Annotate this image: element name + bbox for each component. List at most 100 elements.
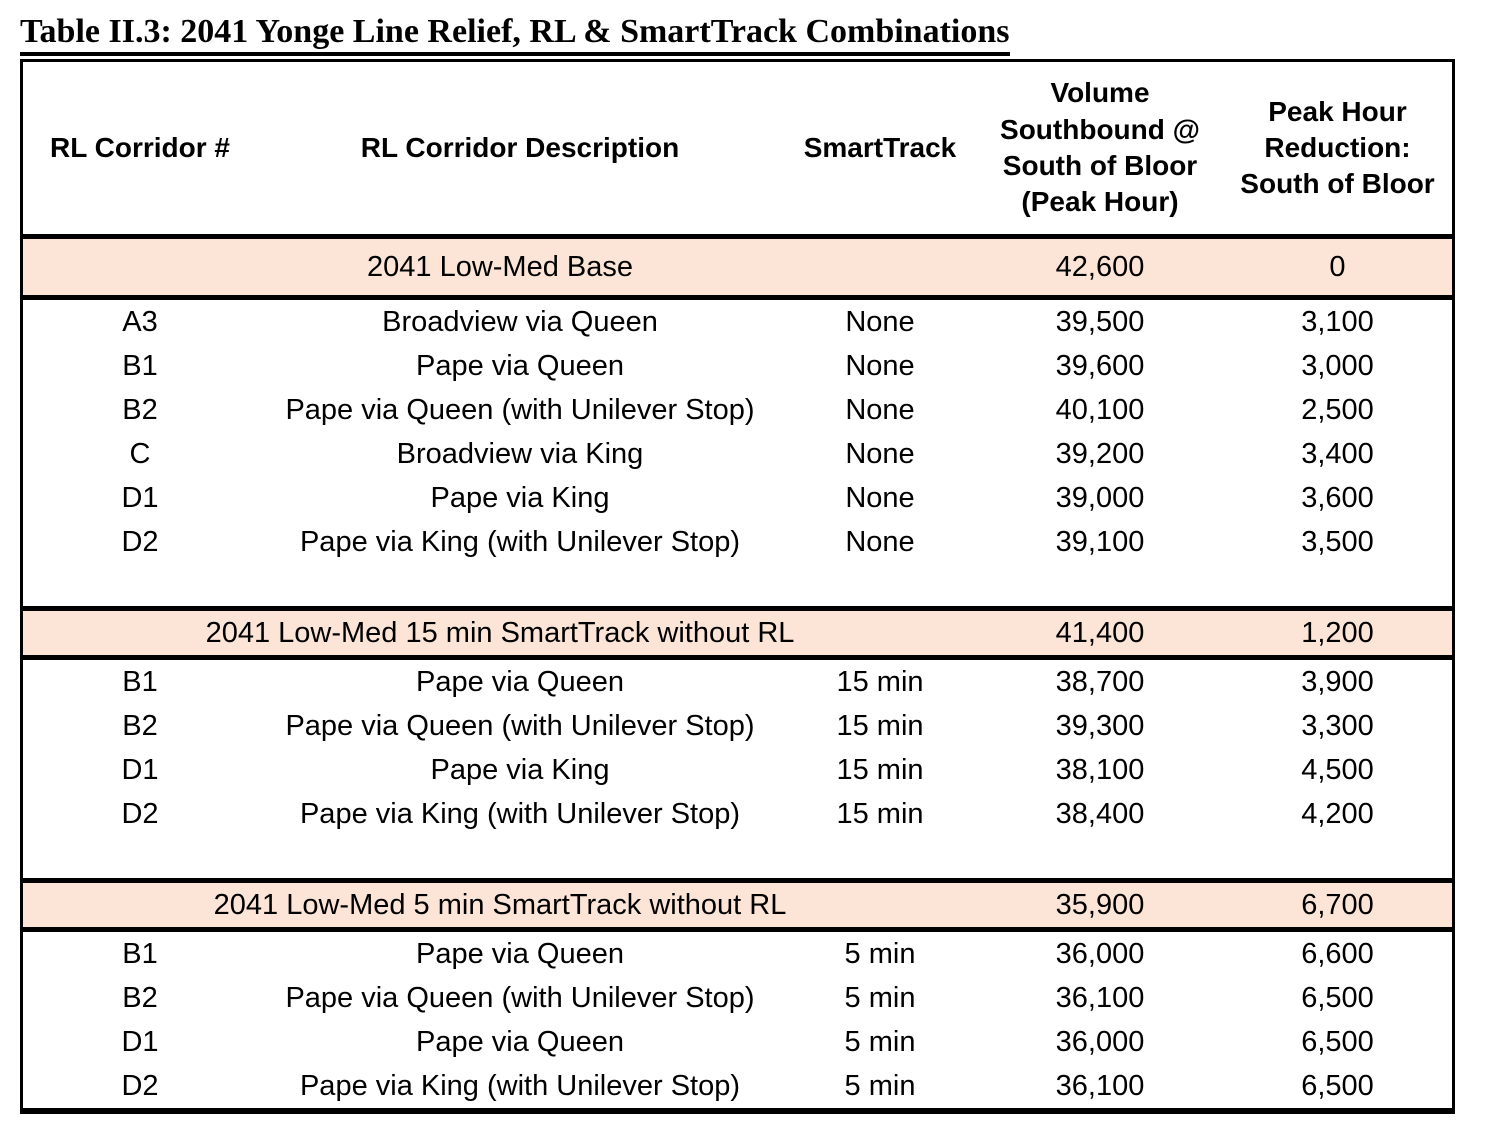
cell-description: Pape via Queen xyxy=(416,937,624,970)
cell-volume: 39,600 xyxy=(1055,349,1145,382)
cell-volume: 39,200 xyxy=(1055,437,1145,470)
cell-corridor: D1 xyxy=(121,753,159,786)
cell-reduction: 0 xyxy=(1329,250,1346,283)
cell-reduction: 6,500 xyxy=(1301,1069,1374,1102)
section-label: 2041 Low-Med 15 min SmartTrack without R… xyxy=(205,616,795,649)
cell-description: Broadview via King xyxy=(396,437,644,470)
cell-volume: 39,000 xyxy=(1055,481,1145,514)
cell-volume: 36,000 xyxy=(1055,1025,1145,1058)
table-row: C Broadview via King None 39,200 3,400 xyxy=(23,432,1452,476)
cell-corridor: B2 xyxy=(122,393,158,426)
cell-reduction: 3,600 xyxy=(1301,481,1374,514)
cell-description: Pape via King xyxy=(430,753,610,786)
cell-smarttrack: 15 min xyxy=(836,797,924,830)
cell-smarttrack: 15 min xyxy=(836,709,924,742)
cell-smarttrack: None xyxy=(845,481,915,514)
section-summary-row: 2041 Low-Med Base 42,600 0 xyxy=(23,234,1452,301)
cell-reduction: 4,200 xyxy=(1301,797,1374,830)
table-row: B1 Pape via Queen 5 min 36,000 6,600 xyxy=(23,932,1452,976)
table-row: D1 Pape via Queen 5 min 36,000 6,500 xyxy=(23,1020,1452,1064)
table-header-row: RL Corridor # RL Corridor Description Sm… xyxy=(23,62,1452,234)
table-row: B2 Pape via Queen (with Unilever Stop) 1… xyxy=(23,704,1452,748)
cell-reduction: 3,100 xyxy=(1301,305,1374,338)
cell-volume: 35,900 xyxy=(1055,888,1145,921)
cell-reduction: 6,600 xyxy=(1301,937,1374,970)
cell-description: Broadview via Queen xyxy=(382,305,658,338)
cell-corridor: D1 xyxy=(121,481,159,514)
cell-reduction: 4,500 xyxy=(1301,753,1374,786)
cell-corridor: B1 xyxy=(122,665,158,698)
cell-smarttrack: None xyxy=(845,349,915,382)
section-label: 2041 Low-Med 5 min SmartTrack without RL xyxy=(213,888,787,921)
cell-corridor: D2 xyxy=(121,797,159,830)
column-header-description: RL Corridor Description xyxy=(360,131,680,163)
cell-corridor: D2 xyxy=(121,1069,159,1102)
cell-volume: 39,100 xyxy=(1055,525,1145,558)
cell-description: Pape via King (with Unilever Stop) xyxy=(299,1069,741,1102)
cell-description: Pape via Queen (with Unilever Stop) xyxy=(285,393,755,426)
cell-smarttrack: 5 min xyxy=(844,1069,916,1102)
cell-description: Pape via King xyxy=(430,481,610,514)
section-summary-row: 2041 Low-Med 15 min SmartTrack without R… xyxy=(23,606,1452,661)
cell-volume: 36,100 xyxy=(1055,981,1145,1014)
table-row: D2 Pape via King (with Unilever Stop) 5 … xyxy=(23,1064,1452,1108)
cell-reduction: 2,500 xyxy=(1301,393,1374,426)
cell-smarttrack: None xyxy=(845,305,915,338)
table-row: A3 Broadview via Queen None 39,500 3,100 xyxy=(23,300,1452,344)
section-summary-row: 2041 Low-Med 5 min SmartTrack without RL… xyxy=(23,878,1452,933)
cell-reduction: 6,500 xyxy=(1301,981,1374,1014)
section-label: 2041 Low-Med Base xyxy=(367,250,633,283)
cell-corridor: B1 xyxy=(122,937,158,970)
cell-description: Pape via Queen xyxy=(416,349,624,382)
table-row: D1 Pape via King None 39,000 3,600 xyxy=(23,476,1452,520)
table-row: B1 Pape via Queen 15 min 38,700 3,900 xyxy=(23,660,1452,704)
table-row: D1 Pape via King 15 min 38,100 4,500 xyxy=(23,748,1452,792)
cell-volume: 36,000 xyxy=(1055,937,1145,970)
table-row: B2 Pape via Queen (with Unilever Stop) N… xyxy=(23,388,1452,432)
cell-volume: 38,100 xyxy=(1055,753,1145,786)
table-row: B2 Pape via Queen (with Unilever Stop) 5… xyxy=(23,976,1452,1020)
cell-description: Pape via King (with Unilever Stop) xyxy=(299,525,741,558)
cell-reduction: 3,300 xyxy=(1301,709,1374,742)
cell-description: Pape via Queen (with Unilever Stop) xyxy=(285,981,755,1014)
cell-volume: 40,100 xyxy=(1055,393,1145,426)
cell-corridor: D1 xyxy=(121,1025,159,1058)
cell-smarttrack: None xyxy=(845,437,915,470)
page-title: Table II.3: 2041 Yonge Line Relief, RL &… xyxy=(20,12,1010,57)
cell-volume: 39,300 xyxy=(1055,709,1145,742)
cell-volume: 41,400 xyxy=(1055,616,1145,649)
cell-description: Pape via Queen xyxy=(416,665,624,698)
cell-smarttrack: 5 min xyxy=(844,1025,916,1058)
data-table: RL Corridor # RL Corridor Description Sm… xyxy=(20,59,1455,1115)
cell-smarttrack: 15 min xyxy=(836,753,924,786)
cell-description: Pape via Queen xyxy=(416,1025,624,1058)
column-header-smarttrack: SmartTrack xyxy=(803,131,957,163)
spacer-row xyxy=(23,836,1452,878)
cell-corridor: B1 xyxy=(122,349,158,382)
cell-corridor: D2 xyxy=(121,525,159,558)
cell-corridor: C xyxy=(129,437,151,470)
cell-volume: 39,500 xyxy=(1055,305,1145,338)
cell-smarttrack: 15 min xyxy=(836,665,924,698)
cell-volume: 38,700 xyxy=(1055,665,1145,698)
cell-volume: 36,100 xyxy=(1055,1069,1145,1102)
cell-reduction: 6,500 xyxy=(1301,1025,1374,1058)
cell-description: Pape via King (with Unilever Stop) xyxy=(299,797,741,830)
cell-reduction: 3,000 xyxy=(1301,349,1374,382)
spacer-row xyxy=(23,564,1452,606)
cell-reduction: 3,900 xyxy=(1301,665,1374,698)
cell-volume: 42,600 xyxy=(1055,250,1145,283)
cell-corridor: B2 xyxy=(122,981,158,1014)
cell-reduction: 3,500 xyxy=(1301,525,1374,558)
cell-volume: 38,400 xyxy=(1055,797,1145,830)
cell-smarttrack: None xyxy=(845,393,915,426)
cell-corridor: B2 xyxy=(122,709,158,742)
cell-smarttrack: None xyxy=(845,525,915,558)
cell-corridor: A3 xyxy=(122,305,158,338)
column-header-volume: Volume Southbound @ South of Bloor (Peak… xyxy=(1000,77,1200,218)
column-header-corridor: RL Corridor # xyxy=(50,131,230,163)
cell-reduction: 3,400 xyxy=(1301,437,1374,470)
cell-description: Pape via Queen (with Unilever Stop) xyxy=(285,709,755,742)
table-row: D2 Pape via King (with Unilever Stop) 15… xyxy=(23,792,1452,836)
